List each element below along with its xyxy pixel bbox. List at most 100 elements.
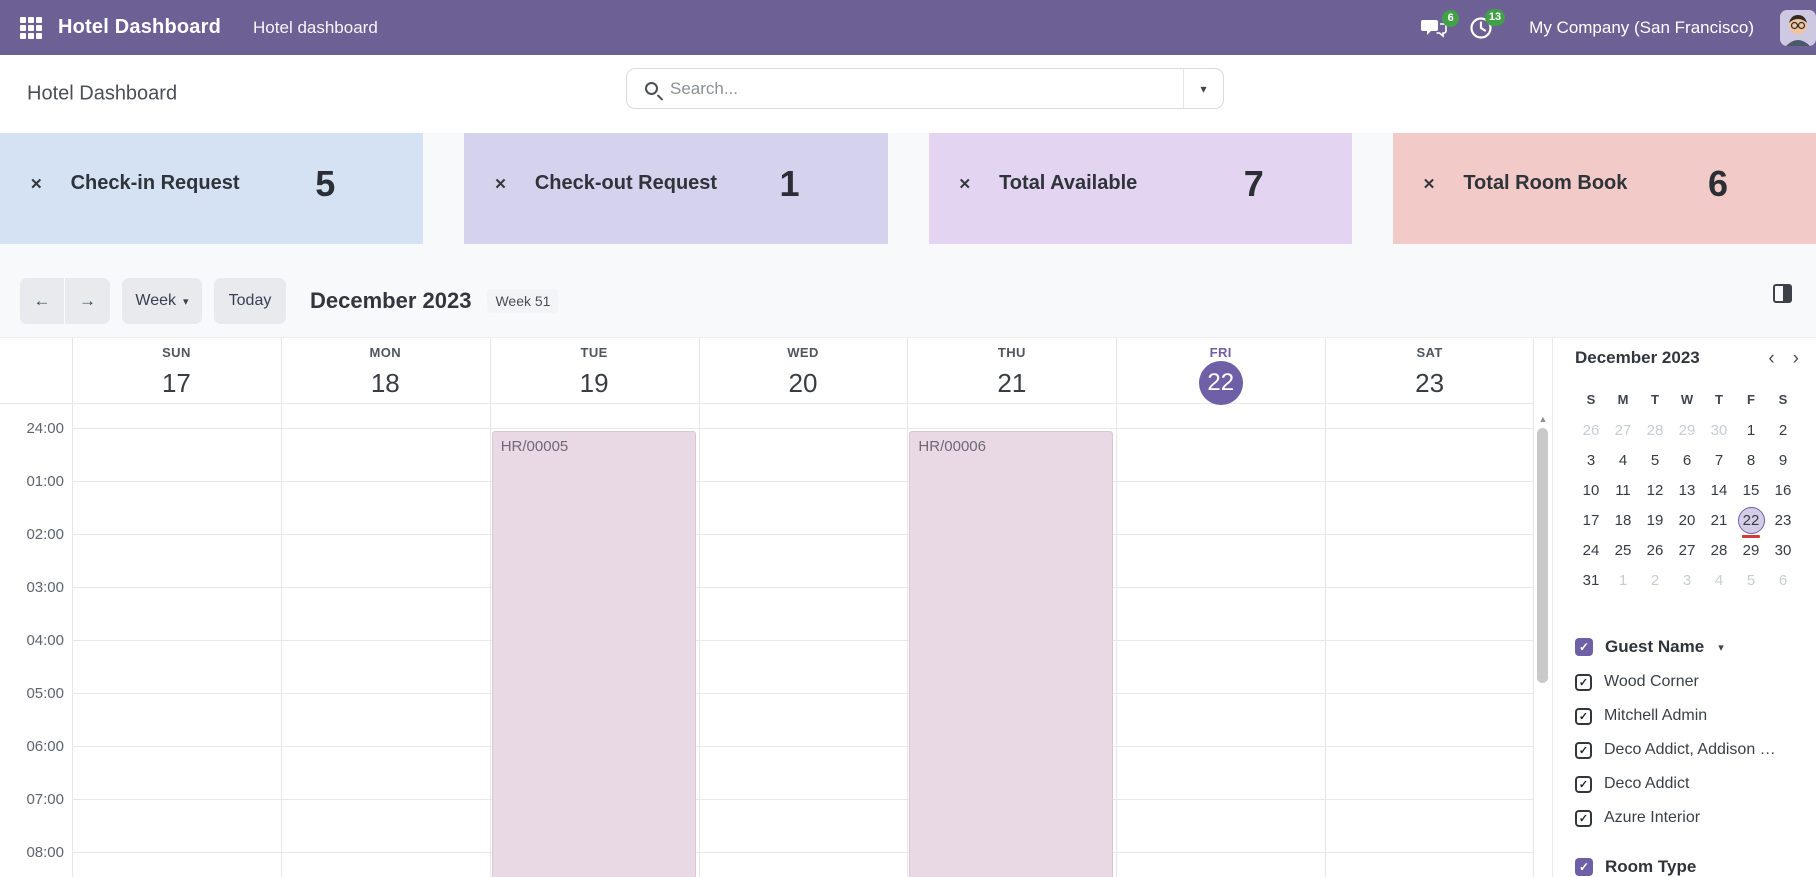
close-icon[interactable]: ✕	[494, 175, 507, 193]
close-icon[interactable]: ✕	[30, 175, 43, 193]
mini-prev-icon[interactable]: ‹	[1768, 347, 1775, 369]
company-switcher[interactable]: My Company (San Francisco)	[1529, 17, 1754, 37]
mini-calendar-day[interactable]: 29	[1678, 421, 1696, 439]
mini-calendar-day[interactable]: 11	[1615, 481, 1631, 499]
hour-row[interactable]: 05:00	[26, 685, 1534, 746]
checkbox-checked-icon[interactable]: ✓	[1575, 809, 1592, 827]
hour-row[interactable]: 24:00	[26, 420, 1534, 481]
hour-row[interactable]: 01:00	[26, 473, 1534, 534]
day-header-cell[interactable]: SAT 23	[1325, 338, 1534, 405]
mini-calendar-day[interactable]: 13	[1678, 481, 1696, 499]
mini-calendar-day[interactable]: 27	[1614, 421, 1632, 439]
stat-card[interactable]: ✕ Check-in Request 5	[0, 133, 424, 244]
guest-name-filter-header[interactable]: ✓ Guest Name ▾	[1575, 637, 1816, 657]
day-header-cell[interactable]: TUE 19	[490, 338, 699, 405]
mini-calendar-day[interactable]: 30	[1774, 541, 1792, 559]
checkbox-checked-icon[interactable]: ✓	[1575, 775, 1592, 793]
guest-filter-item[interactable]: ✓ Mitchell Admin	[1575, 707, 1816, 725]
day-header-cell[interactable]: FRI 22	[1116, 338, 1325, 405]
mini-calendar-day[interactable]: 29	[1742, 541, 1760, 559]
search-dropdown-toggle[interactable]: ▾	[1183, 69, 1223, 108]
scroll-up-icon[interactable]: ▲	[1538, 414, 1548, 424]
mini-calendar-day[interactable]: 1	[1618, 571, 1628, 589]
checkbox-checked-icon[interactable]: ✓	[1575, 707, 1592, 725]
mini-calendar-day[interactable]: 16	[1774, 481, 1792, 499]
mini-calendar-day[interactable]: 4	[1714, 571, 1724, 589]
view-mode-dropdown[interactable]: Week ▾	[122, 278, 202, 324]
mini-calendar-day[interactable]: 28	[1646, 421, 1664, 439]
mini-calendar-day[interactable]: 22	[1735, 505, 1767, 535]
mini-calendar-day[interactable]: 18	[1614, 511, 1632, 529]
mini-calendar-day[interactable]: 27	[1678, 541, 1696, 559]
mini-calendar-day[interactable]: 26	[1582, 421, 1600, 439]
guest-filter-item[interactable]: ✓ Deco Addict, Addison …	[1575, 741, 1816, 759]
mini-calendar-day[interactable]: 3	[1682, 571, 1692, 589]
checkbox-checked-icon[interactable]: ✓	[1575, 741, 1592, 759]
checkbox-checked-icon[interactable]: ✓	[1575, 673, 1592, 691]
mini-calendar-day[interactable]: 5	[1746, 571, 1756, 589]
mini-calendar-day[interactable]: 6	[1682, 451, 1692, 469]
hour-row[interactable]: 03:00	[26, 579, 1534, 640]
hour-row[interactable]: 07:00	[26, 791, 1534, 852]
search-input[interactable]	[670, 69, 1183, 108]
sidebar-toggle-button[interactable]	[1773, 284, 1792, 308]
mini-calendar-day[interactable]: 10	[1582, 481, 1600, 499]
checkbox-checked-icon[interactable]: ✓	[1575, 638, 1593, 656]
next-week-button[interactable]: →	[65, 278, 110, 324]
guest-filter-item[interactable]: ✓ Deco Addict	[1575, 775, 1816, 793]
day-header-cell[interactable]: THU 21	[907, 338, 1116, 405]
mini-calendar-day[interactable]: 3	[1586, 451, 1596, 469]
hour-row[interactable]: 08:00	[26, 844, 1534, 877]
user-avatar[interactable]	[1780, 9, 1816, 46]
prev-week-button[interactable]: ←	[20, 278, 65, 324]
mini-calendar-day[interactable]: 26	[1646, 541, 1664, 559]
calendar-scrollbar[interactable]: ▲	[1534, 411, 1552, 877]
mini-calendar-day[interactable]: 8	[1746, 451, 1756, 469]
mini-calendar-day[interactable]: 20	[1678, 511, 1696, 529]
guest-filter-item[interactable]: ✓ Azure Interior	[1575, 809, 1816, 827]
mini-calendar-day[interactable]: 25	[1614, 541, 1632, 559]
nav-menu-hotel-dashboard[interactable]: Hotel dashboard	[253, 17, 378, 37]
booking-event[interactable]: HR/00006	[909, 431, 1114, 877]
mini-calendar-day[interactable]: 1	[1746, 421, 1756, 439]
day-header-cell[interactable]: SUN 17	[72, 338, 281, 405]
mini-calendar-day[interactable]: 9	[1778, 451, 1788, 469]
mini-calendar-day[interactable]: 24	[1582, 541, 1600, 559]
app-brand[interactable]: Hotel Dashboard	[58, 16, 222, 38]
hour-row[interactable]: 02:00	[26, 526, 1534, 587]
mini-calendar-day[interactable]: 28	[1710, 541, 1728, 559]
mini-calendar-day[interactable]: 17	[1582, 511, 1600, 529]
mini-calendar-day[interactable]: 4	[1618, 451, 1628, 469]
mini-calendar-day[interactable]: 12	[1646, 481, 1664, 499]
hour-row[interactable]: 04:00	[26, 632, 1534, 693]
stat-card[interactable]: ✕ Total Available 7	[928, 133, 1352, 244]
guest-filter-item[interactable]: ✓ Wood Corner	[1575, 673, 1816, 691]
checkbox-checked-icon[interactable]: ✓	[1575, 858, 1593, 876]
mini-calendar-day[interactable]: 15	[1742, 481, 1760, 499]
stat-card[interactable]: ✕ Check-out Request 1	[464, 133, 888, 244]
hour-row[interactable]: 06:00	[26, 738, 1534, 799]
booking-event[interactable]: HR/00005	[491, 431, 696, 877]
room-type-filter-header[interactable]: ✓ Room Type	[1575, 857, 1816, 877]
mini-calendar-day[interactable]: 5	[1650, 451, 1660, 469]
breadcrumb[interactable]: Hotel Dashboard	[27, 82, 178, 105]
apps-grid-icon[interactable]	[20, 16, 42, 39]
stat-card[interactable]: ✕ Total Room Book 6	[1392, 133, 1816, 244]
close-icon[interactable]: ✕	[958, 175, 972, 193]
day-header-cell[interactable]: WED 20	[699, 338, 908, 405]
scrollbar-thumb[interactable]	[1537, 428, 1548, 683]
close-icon[interactable]: ✕	[1422, 175, 1436, 193]
allday-row[interactable]	[0, 404, 1534, 428]
today-button[interactable]: Today	[214, 278, 286, 324]
messages-button[interactable]: 6	[1421, 9, 1460, 39]
mini-calendar-day[interactable]: 30	[1710, 421, 1728, 439]
mini-calendar-day[interactable]: 2	[1778, 421, 1788, 439]
activities-button[interactable]: 13	[1469, 8, 1506, 40]
mini-calendar-day[interactable]: 23	[1774, 511, 1792, 529]
mini-calendar-day[interactable]: 2	[1650, 571, 1660, 589]
mini-calendar-day[interactable]: 31	[1582, 571, 1600, 589]
mini-calendar-day[interactable]: 7	[1714, 451, 1724, 469]
day-header-cell[interactable]: MON 18	[281, 338, 490, 405]
mini-next-icon[interactable]: ›	[1792, 347, 1799, 369]
mini-calendar-day[interactable]: 21	[1710, 511, 1728, 529]
